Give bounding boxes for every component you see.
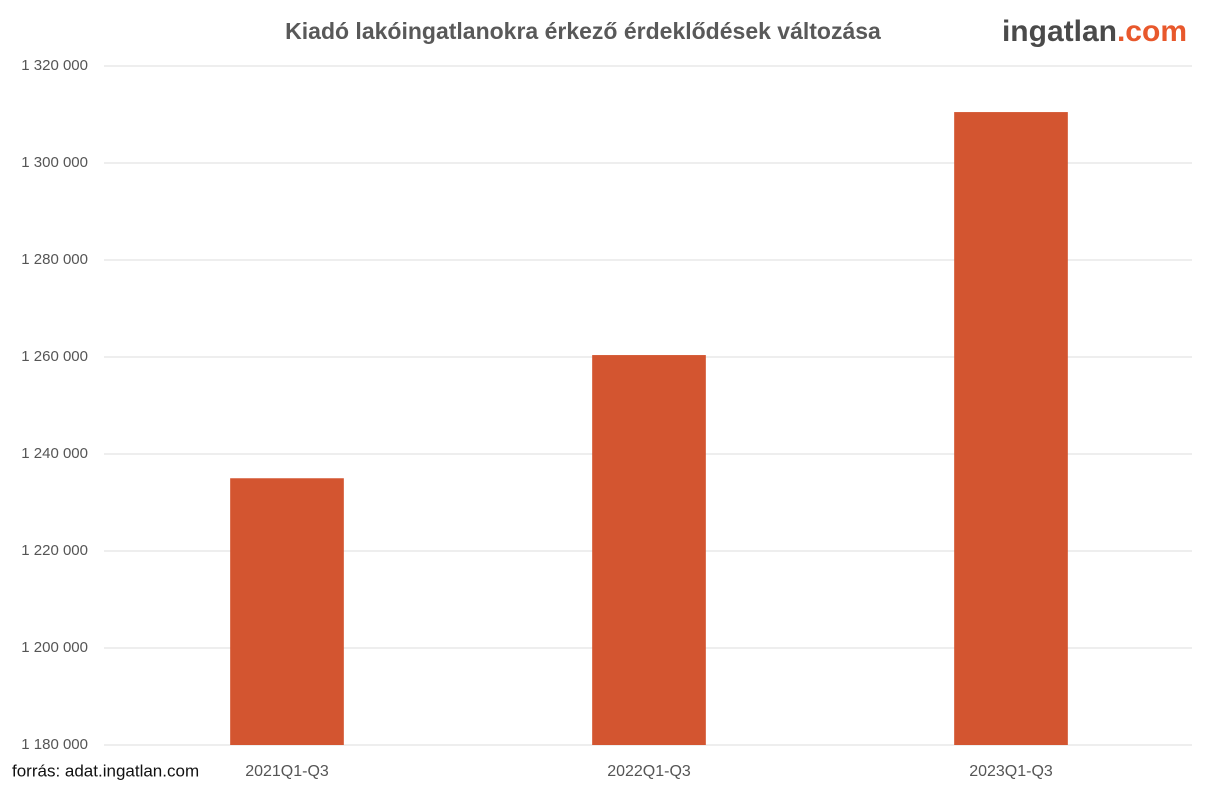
bar: [230, 478, 344, 745]
y-tick-label: 1 300 000: [21, 154, 88, 171]
y-tick-label: 1 260 000: [21, 348, 88, 365]
x-tick-label: 2021Q1-Q3: [245, 763, 329, 780]
x-tick-label: 2023Q1-Q3: [969, 763, 1053, 780]
y-tick-label: 1 220 000: [21, 542, 88, 559]
y-tick-label: 1 240 000: [21, 445, 88, 462]
chart-title: Kiadó lakóingatlanokra érkező érdeklődés…: [285, 18, 881, 44]
logo-suffix: .com: [1117, 15, 1187, 48]
bar: [592, 355, 706, 745]
y-tick-label: 1 200 000: [21, 639, 88, 656]
source: forrás: adat.ingatlan.com: [12, 761, 199, 780]
logo-name: ingatlan: [1002, 15, 1117, 48]
logo: ingatlan.com: [1002, 15, 1187, 48]
y-tick-label: 1 320 000: [21, 57, 88, 74]
x-tick-label: 2022Q1-Q3: [607, 763, 691, 780]
y-tick-label: 1 180 000: [21, 736, 88, 753]
bar: [954, 112, 1068, 745]
y-tick-label: 1 280 000: [21, 251, 88, 268]
